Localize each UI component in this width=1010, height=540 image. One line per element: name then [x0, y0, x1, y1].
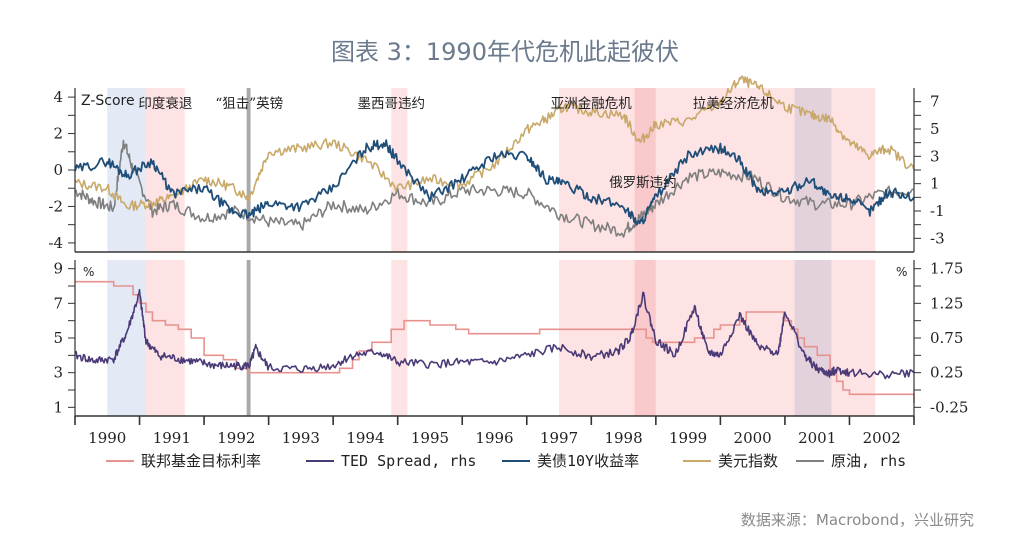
crisis-annotation: 墨西哥违约 — [357, 96, 425, 112]
x-tick-label: 1993 — [282, 429, 320, 447]
x-tick-label: 2002 — [863, 429, 901, 447]
x-tick-label: 2001 — [798, 429, 836, 447]
y-axis-label-right-bottom: % — [896, 265, 907, 279]
y-tick-label-left: 5 — [53, 329, 63, 347]
y-tick-label-right: -1 — [930, 202, 945, 220]
x-tick-label: 1992 — [217, 429, 255, 447]
y-tick-label-left: 1 — [53, 398, 63, 416]
x-tick-label: 1999 — [669, 429, 707, 447]
legend-label: 美债10Y收益率 — [537, 452, 639, 470]
crisis-annotation: 印度衰退 — [138, 95, 192, 112]
chart-title: 图表 3：1990年代危机此起彼伏 — [331, 38, 679, 66]
shaded-period — [559, 260, 635, 416]
shaded-period — [246, 260, 251, 416]
series-line-ted-spread — [74, 288, 915, 380]
y-tick-label-right: -0.25 — [930, 398, 968, 416]
shaded-period — [145, 260, 185, 416]
y-tick-label-left: -4 — [48, 234, 63, 252]
axes: 4 2 0 -2 -4 7 5 3 1 -1 -3 9 7 5 3 1 1.75 1.25 0.75 0.25 -0.2… — [48, 88, 968, 447]
chart-canvas: 4 2 0 -2 -4 7 5 3 1 -1 -3 9 7 5 3 1 1.75 1.25 0.75 0.25 -0.2… — [48, 75, 968, 470]
shaded-period — [246, 88, 251, 252]
y-tick-label-left: 3 — [53, 364, 63, 382]
x-tick-label: 1990 — [88, 429, 126, 447]
crisis-annotation: 亚洲金融危机 — [551, 96, 632, 112]
y-axis-label-left-bottom: % — [83, 265, 94, 279]
x-tick-label: 1998 — [604, 429, 642, 447]
x-tick-label: 1997 — [540, 429, 578, 447]
y-tick-label-right: 0.25 — [930, 364, 963, 382]
series-lines-bottom — [74, 280, 915, 403]
y-axis-label-left-top: Z-Score — [81, 93, 135, 109]
series-lines-top — [74, 75, 915, 238]
shaded-period — [655, 88, 876, 252]
x-tick-label: 2000 — [734, 429, 772, 447]
series-line-dxy — [74, 75, 915, 212]
legend: 联邦基金目标利率 TED Spread, rhs 美债10Y收益率 美元指数 原油, r… — [106, 452, 906, 470]
legend-label: 联邦基金目标利率 — [141, 452, 261, 470]
series-line-fed-rate — [75, 280, 915, 403]
crisis-annotation: “狙击”英镑 — [215, 95, 283, 112]
y-tick-label-left: 4 — [53, 88, 63, 106]
y-tick-label-right: 5 — [930, 120, 940, 138]
x-tick-label: 1996 — [475, 429, 513, 447]
crisis-annotation: 俄罗斯违约 — [609, 175, 677, 191]
legend-label: 原油, rhs — [831, 452, 906, 470]
y-tick-label-right: 1.25 — [930, 294, 963, 312]
y-tick-label-left: -2 — [48, 197, 63, 215]
crisis-bands-top — [107, 88, 876, 252]
y-tick-label-right: 1 — [930, 175, 940, 193]
y-tick-label-left: 7 — [53, 294, 63, 312]
legend-label: TED Spread, rhs — [341, 452, 476, 470]
legend-label: 美元指数 — [718, 452, 778, 470]
x-tick-label: 1991 — [153, 429, 191, 447]
shaded-period — [655, 260, 876, 416]
y-tick-label-right: 1.75 — [930, 260, 963, 278]
shaded-period — [391, 88, 408, 252]
crisis-bands-bottom — [107, 260, 876, 416]
source-note: 数据来源：Macrobond，兴业研究 — [740, 511, 974, 529]
y-tick-label-right: 7 — [930, 93, 940, 111]
y-tick-label-right: -3 — [930, 229, 945, 247]
x-tick-label: 1995 — [411, 429, 449, 447]
series-line-ust10y — [74, 139, 915, 226]
shaded-period — [145, 88, 185, 252]
y-tick-label-left: 2 — [53, 125, 63, 143]
shaded-period — [391, 260, 408, 416]
y-tick-label-left: 0 — [53, 161, 63, 179]
y-tick-label-right: 3 — [930, 147, 940, 165]
y-tick-label-right: 0.75 — [930, 329, 963, 347]
y-tick-label-left: 9 — [53, 260, 63, 278]
crisis-annotation: 拉美经济危机 — [693, 96, 774, 112]
shaded-period — [634, 88, 656, 252]
x-tick-label: 1994 — [346, 429, 384, 447]
shaded-period — [634, 260, 656, 416]
shaded-period — [559, 88, 635, 252]
